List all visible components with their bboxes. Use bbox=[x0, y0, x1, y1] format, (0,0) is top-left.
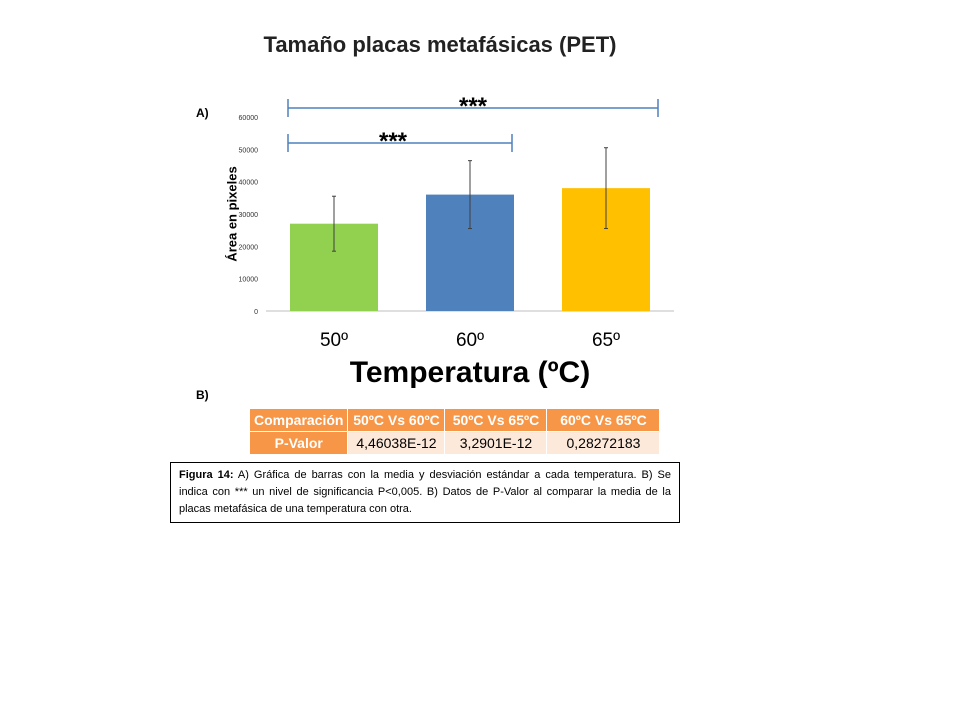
table-row-label: P-Valor bbox=[248, 431, 349, 455]
x-tick-label: 60º bbox=[456, 330, 484, 350]
table-cell: 0,28272183 bbox=[546, 431, 661, 455]
x-axis-title: Temperatura (ºC) bbox=[349, 356, 591, 389]
table-cell: 3,2901E-12 bbox=[444, 431, 548, 455]
figure-caption: Figura 14: A) Gráfica de barras con la m… bbox=[170, 462, 680, 523]
y-axis-title: Área en pixeles bbox=[224, 166, 240, 262]
pvalue-table: Comparación 50ºC Vs 60ºC 50ºC Vs 65ºC 60… bbox=[248, 408, 661, 455]
y-tick-label: 60000 bbox=[239, 115, 259, 122]
y-tick-label: 30000 bbox=[239, 212, 259, 219]
panel-a-label: A) bbox=[196, 106, 209, 120]
caption-text: A) Gráfica de barras con la media y desv… bbox=[179, 469, 671, 515]
y-tick-label: 10000 bbox=[239, 277, 259, 284]
bar-chart: 0 10000 20000 30000 40000 50000 60000 50º 60º 65º… bbox=[239, 93, 674, 350]
table-header-cell: 50ºC Vs 65ºC bbox=[444, 408, 548, 432]
significance-label: *** bbox=[459, 93, 488, 120]
y-tick-label: 50000 bbox=[239, 147, 259, 154]
pvalue-table-header-row: Comparación 50ºC Vs 60ºC 50ºC Vs 65ºC 60… bbox=[248, 408, 661, 432]
x-tick-label: 65º bbox=[592, 330, 620, 350]
caption-label: Figura 14: bbox=[179, 469, 234, 481]
pvalue-table-row: P-Valor 4,46038E-12 3,2901E-12 0,2827218… bbox=[248, 431, 661, 455]
y-tick-label: 0 bbox=[254, 309, 258, 316]
table-header-cell: 60ºC Vs 65ºC bbox=[546, 408, 661, 432]
panel-b-label: B) bbox=[196, 388, 209, 402]
table-header-cell: Comparación bbox=[248, 408, 349, 432]
chart-title: Tamaño placas metafásicas (PET) bbox=[263, 32, 617, 57]
table-header-cell: 50ºC Vs 60ºC bbox=[347, 408, 446, 432]
y-tick-label: 20000 bbox=[239, 244, 259, 251]
x-tick-label: 50º bbox=[320, 330, 348, 350]
y-tick-label: 40000 bbox=[239, 180, 259, 187]
table-cell: 4,46038E-12 bbox=[347, 431, 446, 455]
significance-label: *** bbox=[379, 128, 408, 155]
